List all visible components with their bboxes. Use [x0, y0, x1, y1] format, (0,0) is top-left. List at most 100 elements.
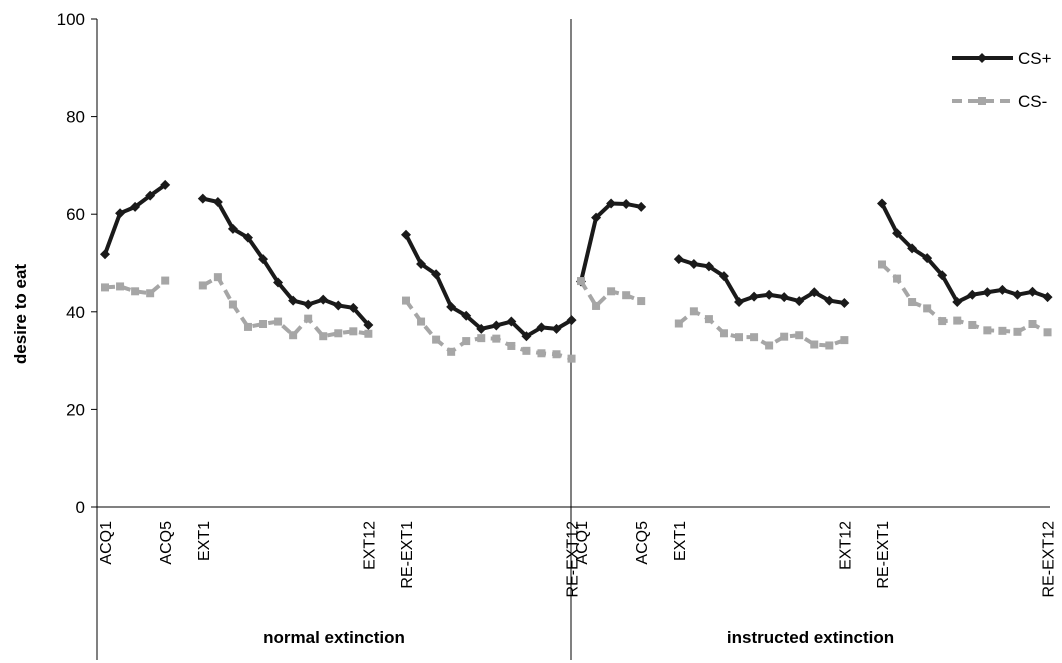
data-point-cs-minus	[477, 334, 486, 343]
series-line-cs-plus	[103, 183, 167, 255]
data-point-cs-plus	[197, 193, 208, 204]
data-point-cs-plus	[779, 292, 790, 303]
y-axis-title: desire to eat	[11, 264, 30, 364]
data-point-cs-plus	[566, 315, 577, 326]
group-label: instructed extinction	[727, 628, 894, 647]
data-point-cs-plus	[673, 254, 684, 265]
data-point-cs-minus	[780, 332, 789, 341]
data-point-cs-plus	[521, 331, 532, 342]
data-point-cs-plus	[907, 243, 918, 254]
series-line-cs-minus	[104, 279, 167, 296]
data-point-cs-plus	[749, 291, 760, 302]
data-point-cs-minus	[592, 301, 601, 310]
data-point-cs-plus	[227, 223, 238, 234]
data-point-cs-plus	[1012, 289, 1023, 300]
series-line-cs-minus	[677, 309, 846, 348]
series-line-cs-plus	[579, 201, 642, 283]
x-category-label: EXT1	[672, 521, 689, 561]
data-point-cs-minus	[750, 333, 759, 342]
data-point-cs-plus	[1027, 286, 1038, 297]
y-tick-label: 80	[66, 108, 85, 127]
data-point-cs-minus	[567, 354, 576, 363]
data-point-cs-plus	[145, 190, 156, 201]
data-point-cs-minus	[116, 282, 125, 291]
data-point-cs-plus	[591, 212, 602, 223]
x-category-label: RE-EXT1	[399, 521, 416, 589]
data-point-cs-plus	[160, 179, 171, 190]
data-point-cs-minus	[161, 276, 170, 285]
data-point-cs-plus	[273, 277, 284, 288]
x-category-label: ACQ5	[158, 521, 175, 565]
data-point-cs-minus	[432, 335, 441, 344]
data-point-cs-plus	[824, 295, 835, 306]
data-point-cs-minus	[447, 347, 456, 356]
data-point-cs-minus	[923, 304, 932, 313]
data-point-cs-minus	[893, 274, 902, 283]
data-point-cs-plus	[401, 229, 411, 240]
data-point-cs-plus	[506, 316, 517, 327]
data-point-cs-minus	[507, 341, 516, 350]
x-category-label: RE-EXT1	[875, 521, 892, 589]
data-point-cs-plus	[1042, 292, 1053, 303]
y-tick-label: 60	[66, 205, 85, 224]
data-point-cs-plus	[937, 270, 948, 281]
data-point-cs-plus	[288, 295, 299, 306]
data-point-cs-minus	[537, 349, 546, 358]
data-point-cs-minus	[735, 333, 744, 342]
data-point-cs-plus	[688, 258, 699, 269]
legend-label-cs-plus: CS+	[1018, 49, 1052, 68]
data-point-cs-minus	[462, 337, 471, 346]
data-point-cs-minus	[953, 316, 962, 325]
data-point-cs-plus	[212, 197, 223, 207]
data-point-cs-plus	[100, 249, 110, 260]
data-point-cs-plus	[952, 297, 963, 308]
data-point-cs-minus	[522, 346, 531, 355]
data-point-cs-minus	[689, 307, 698, 316]
data-point-cs-minus	[1028, 320, 1037, 328]
data-point-cs-plus	[621, 198, 632, 209]
data-point-cs-minus	[704, 315, 713, 324]
data-point-cs-plus	[794, 296, 805, 307]
data-point-cs-minus	[719, 329, 728, 338]
data-point-cs-minus	[213, 273, 222, 282]
data-point-cs-minus	[998, 326, 1007, 335]
data-point-cs-minus	[1013, 327, 1022, 336]
data-point-cs-plus	[764, 289, 775, 300]
data-point-cs-plus	[997, 284, 1008, 295]
data-point-cs-plus	[718, 271, 729, 282]
data-point-cs-minus	[274, 317, 283, 326]
data-point-cs-minus	[795, 331, 804, 340]
data-point-cs-plus	[551, 323, 562, 334]
legend: CS+ CS-	[952, 49, 1052, 111]
data-point-cs-minus	[968, 320, 977, 329]
data-point-cs-minus	[402, 296, 410, 305]
series-line-cs-plus	[404, 233, 573, 339]
data-point-cs-minus	[978, 97, 986, 105]
x-category-label: ACQ5	[634, 521, 651, 565]
data-point-cs-minus	[674, 319, 683, 328]
legend-label-cs-minus: CS-	[1018, 92, 1047, 111]
y-tick-label: 20	[66, 400, 85, 419]
data-point-cs-plus	[703, 261, 714, 272]
data-point-cs-minus	[243, 322, 252, 331]
data-point-cs-minus	[840, 336, 849, 345]
data-point-cs-plus	[130, 201, 141, 212]
data-point-cs-plus	[363, 319, 374, 330]
data-point-cs-minus	[622, 291, 631, 300]
x-category-label: RE-EXT12	[565, 521, 582, 598]
x-category-label: RE-EXT12	[1041, 521, 1058, 598]
data-point-cs-plus	[606, 198, 617, 209]
data-point-cs-minus	[131, 287, 140, 296]
axes-layer	[91, 18, 1050, 660]
data-point-cs-minus	[417, 317, 426, 326]
labels-layer: 0 20 40 60 80 100 desire to eat ACQ1 ACQ5 EXT1 EXT…	[11, 10, 1058, 647]
series-line-cs-plus	[880, 202, 1049, 305]
data-point-cs-plus	[431, 269, 442, 280]
data-point-cs-minus	[492, 334, 501, 343]
data-point-cs-minus	[146, 289, 155, 298]
data-point-cs-minus	[878, 260, 886, 269]
data-point-cs-minus	[259, 320, 268, 328]
y-tick-label: 0	[76, 498, 85, 517]
x-category-label: ACQ1	[98, 521, 115, 565]
